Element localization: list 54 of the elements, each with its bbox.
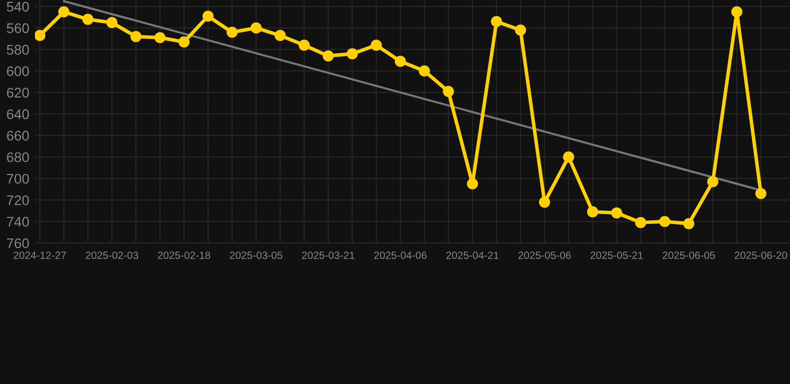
- point: [635, 217, 646, 228]
- point: [587, 206, 598, 218]
- y-tick-label: 660: [6, 130, 29, 141]
- y-tick-label: 680: [6, 152, 29, 162]
- point: [683, 218, 694, 230]
- point: [58, 6, 70, 18]
- x-tick-label: 2024-12-27: [14, 252, 66, 259]
- y-tick-label: 760: [6, 238, 29, 248]
- point: [466, 178, 478, 190]
- point: [659, 216, 670, 228]
- point: [611, 207, 622, 218]
- x-tick-label: 2025-04-06: [374, 252, 427, 259]
- x-tick-label: 2025-06-20: [734, 252, 788, 259]
- point: [394, 56, 406, 67]
- y-tick-label: 600: [6, 66, 29, 76]
- point: [442, 86, 454, 97]
- x-tick-label: 2025-06-05: [662, 252, 715, 259]
- point: [178, 36, 190, 48]
- y-tick-label: 540: [6, 2, 29, 12]
- point: [418, 65, 430, 77]
- x-tick-label: 2025-05-21: [590, 252, 643, 259]
- x-tick-label: 2025-05-06: [518, 252, 571, 259]
- point: [202, 10, 214, 22]
- point: [154, 32, 166, 44]
- point: [539, 196, 550, 208]
- point: [370, 40, 382, 51]
- y-tick-label: 620: [6, 88, 29, 98]
- point: [755, 188, 766, 200]
- point: [731, 6, 742, 18]
- point: [250, 22, 262, 34]
- point: [298, 40, 310, 51]
- x-tick-label: 2025-03-21: [302, 252, 354, 259]
- point: [106, 17, 118, 28]
- point: [707, 176, 718, 188]
- point: [490, 16, 502, 28]
- point: [514, 24, 526, 36]
- x-tick-label: 2025-02-03: [86, 252, 138, 259]
- point: [322, 50, 334, 62]
- point: [82, 14, 94, 25]
- point: [35, 30, 46, 42]
- y-tick-label: 560: [6, 23, 29, 34]
- y-tick-label: 580: [6, 44, 29, 55]
- x-tick-label: 2025-03-05: [230, 252, 282, 259]
- y-tick-label: 740: [6, 216, 29, 227]
- x-tick-label: 2025-04-21: [446, 252, 499, 259]
- point: [563, 151, 574, 163]
- point: [274, 30, 286, 42]
- point: [130, 31, 142, 42]
- y-tick-label: 700: [6, 174, 29, 184]
- y-tick-label: 640: [6, 109, 29, 120]
- y-tick-label: 720: [6, 195, 29, 206]
- x-tick-label: 2025-02-18: [158, 252, 210, 259]
- point: [226, 26, 238, 38]
- point: [346, 48, 358, 60]
